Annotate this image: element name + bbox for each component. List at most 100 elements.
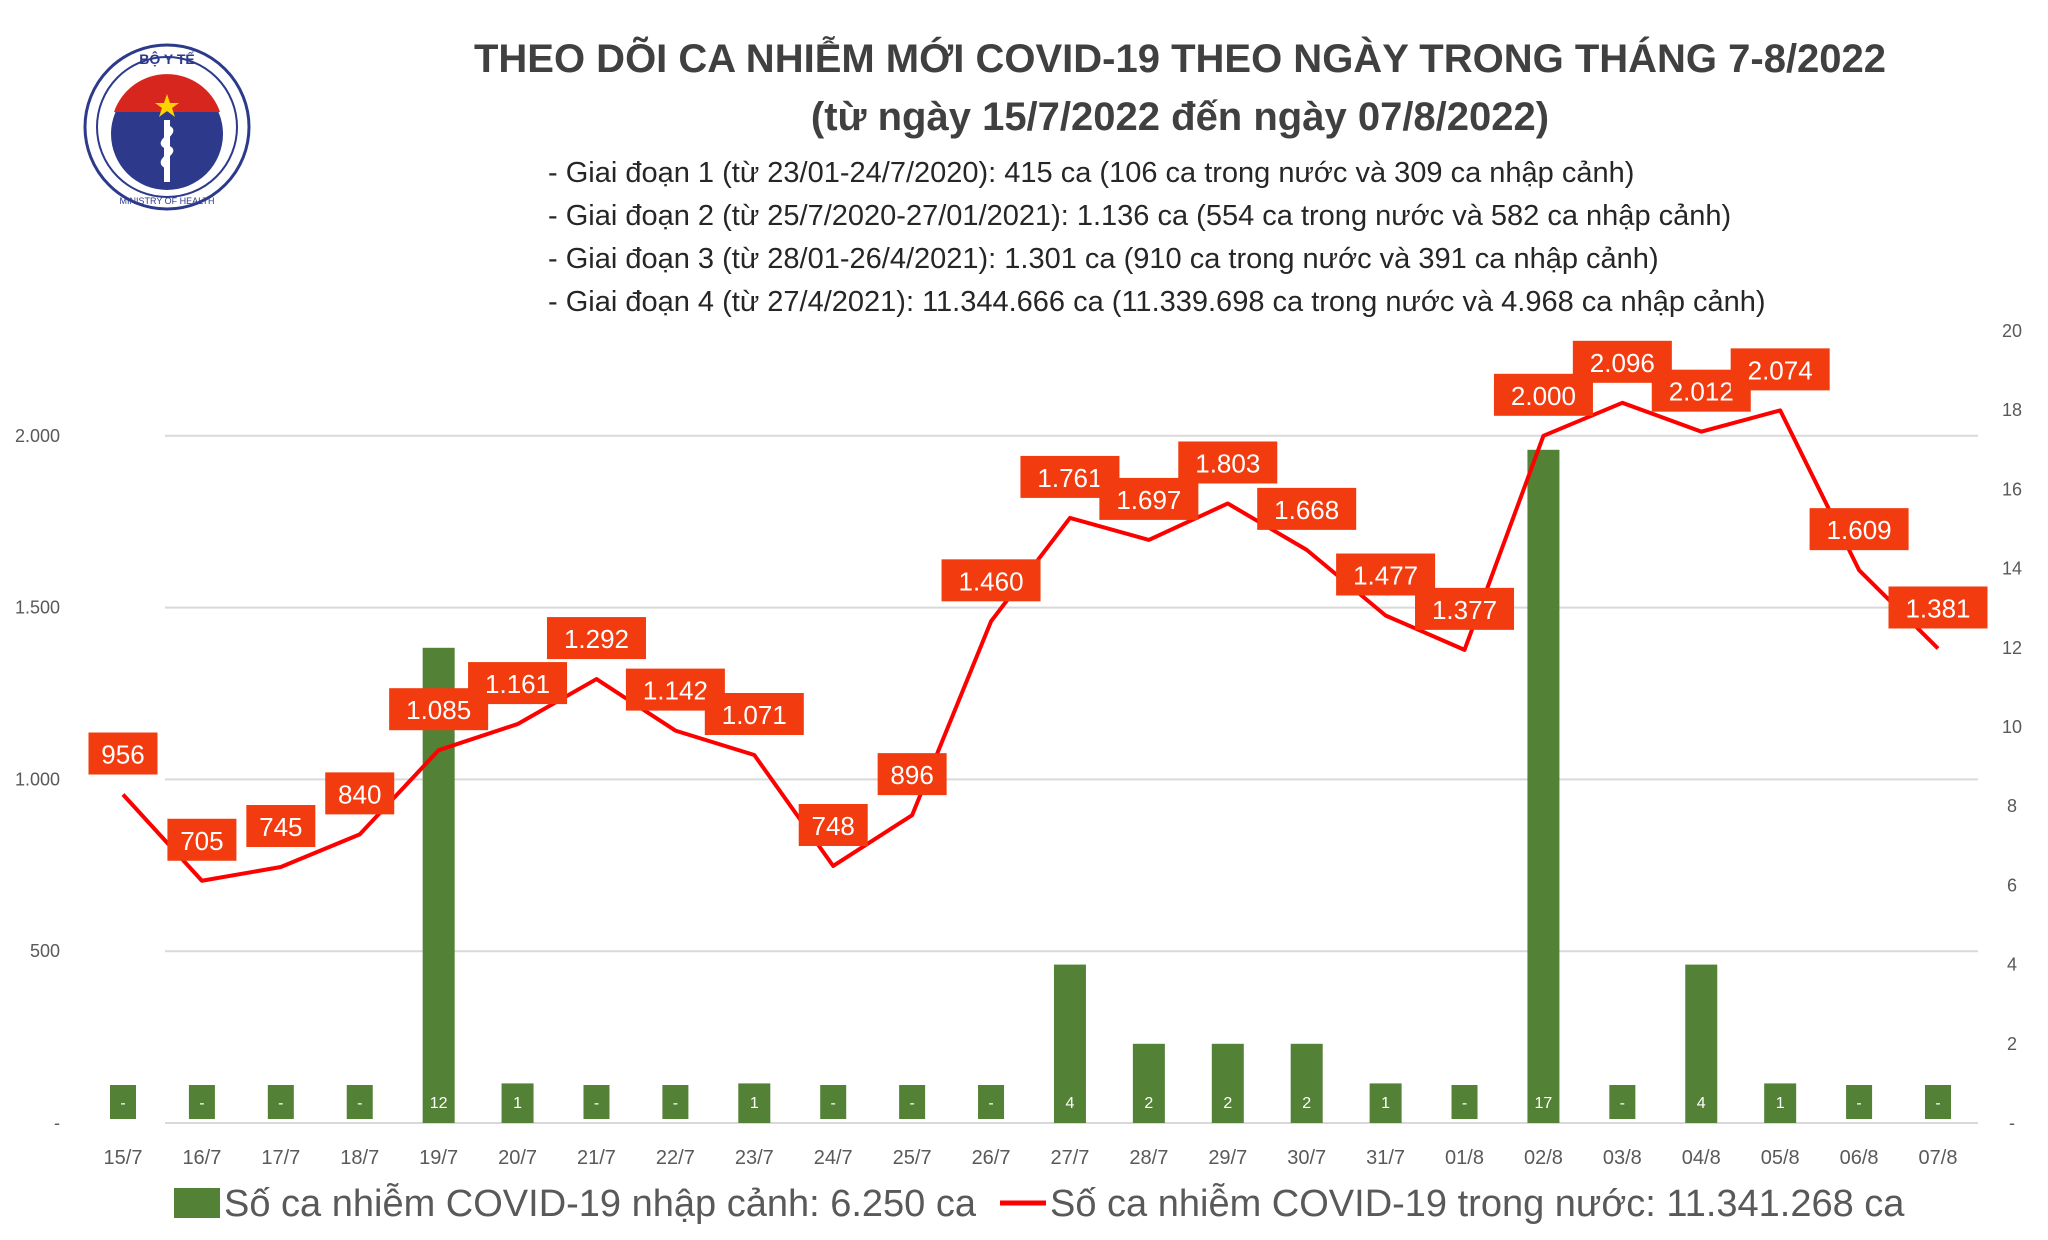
ministry-of-health-logo: BỘ Y TẾ MINISTRY OF HEALTH: [82, 42, 252, 217]
x-tick-label: 25/7: [893, 1147, 932, 1169]
bar-data-label: -: [909, 1095, 914, 1112]
x-tick-label: 03/8: [1603, 1147, 1642, 1169]
phase-notes: - Giai đoạn 1 (từ 23/01-24/7/2020): 415 …: [548, 152, 1766, 324]
y-right-tick-label: -: [2009, 1113, 2015, 1133]
x-tick-label: 05/8: [1761, 1147, 1800, 1169]
x-tick-label: 24/7: [814, 1147, 853, 1169]
bar-label-box: [1767, 1085, 1794, 1119]
bar-data-label: 17: [1535, 1095, 1553, 1112]
x-tick-label: 27/7: [1050, 1147, 1089, 1169]
bar-label-box: [1056, 1085, 1083, 1119]
bar-label-box: [583, 1085, 610, 1119]
logo-top-text: BỘ Y TẾ: [139, 50, 195, 67]
line-data-label: 1.803: [1195, 448, 1260, 478]
line-data-label: 1.161: [485, 669, 550, 699]
x-tick-label: 28/7: [1129, 1147, 1168, 1169]
x-tick-label: 01/8: [1445, 1147, 1484, 1169]
line-data-label: 840: [338, 779, 381, 809]
bar-data-label: -: [199, 1095, 204, 1112]
bar-data-label: -: [594, 1095, 599, 1112]
bar-label-box: [1846, 1085, 1873, 1119]
bar-data-label: 2: [1302, 1095, 1311, 1112]
legend: Số ca nhiễm COVID-19 nhập cảnh: 6.250 ca…: [174, 1182, 1905, 1225]
y-left-tick-label: 1.500: [15, 598, 60, 618]
bar-data-label: 4: [1697, 1095, 1706, 1112]
y-right-tick-label: 4: [2007, 955, 2017, 975]
bar-label-box: [1451, 1085, 1478, 1119]
line-data-label-box: [88, 732, 158, 775]
line-data-label-box: [1730, 348, 1830, 391]
line-data-label-box: [877, 753, 947, 796]
x-tick-label: 26/7: [972, 1147, 1011, 1169]
legend-bar-swatch: [174, 1188, 220, 1218]
x-tick-label: 31/7: [1366, 1147, 1405, 1169]
line-data-label-box: [167, 818, 237, 861]
x-tick-label: 04/8: [1682, 1147, 1721, 1169]
bar-data-label: -: [1620, 1095, 1625, 1112]
bar-label-box: [425, 1085, 452, 1119]
line-data-label-box: [1809, 508, 1909, 551]
line-data-label-box: [1415, 587, 1515, 630]
y-left-tick-label: 500: [30, 941, 60, 961]
line-data-label: 1.142: [643, 676, 708, 706]
bar-label-box: [1372, 1085, 1399, 1119]
line-data-label: 745: [259, 812, 302, 842]
bar-data-label: 2: [1144, 1095, 1153, 1112]
line-data-label-box: [325, 772, 395, 815]
line-data-label: 1.460: [959, 566, 1024, 596]
y-right-tick-label: 10: [2002, 717, 2022, 737]
y-right-tick-label: 8: [2007, 796, 2017, 816]
x-tick-label: 07/8: [1919, 1147, 1958, 1169]
bar-label-box: [110, 1085, 136, 1119]
bar-label-box: [1609, 1085, 1636, 1119]
bar-data-label: -: [831, 1095, 836, 1112]
x-tick-label: 23/7: [735, 1147, 774, 1169]
line-data-label: 2.012: [1669, 377, 1734, 407]
line-data-label: 2.074: [1748, 355, 1813, 385]
line-data-label-box: [1099, 477, 1199, 520]
y-right-tick-label: 20: [2002, 321, 2022, 341]
bar-label-box: [346, 1085, 373, 1119]
line-data-label-box: [1178, 441, 1278, 484]
line-data-label: 1.377: [1432, 595, 1497, 625]
bar-data-label: 2: [1223, 1095, 1232, 1112]
bar-label-box: [504, 1085, 531, 1119]
bar-data-label: 1: [1381, 1095, 1390, 1112]
line-data-label-box: [941, 559, 1041, 602]
line-data-label-box: [468, 662, 568, 705]
x-tick-label: 22/7: [656, 1147, 695, 1169]
line-data-label: 2.000: [1511, 381, 1576, 411]
line-data-label: 1.477: [1353, 561, 1418, 591]
line-data-label: 705: [180, 826, 223, 856]
bar-data-label: -: [278, 1095, 283, 1112]
y-right-tick-label: 2: [2007, 1034, 2017, 1054]
line-data-label: 1.381: [1905, 593, 1970, 623]
line-data-label: 1.071: [722, 700, 787, 730]
bar-data-label: 1: [513, 1095, 522, 1112]
x-tick-label: 30/7: [1287, 1147, 1326, 1169]
bar-label-box: [267, 1085, 294, 1119]
logo-bottom-text: MINISTRY OF HEALTH: [119, 196, 214, 206]
line-data-label: 1.085: [406, 695, 471, 725]
x-tick-label: 18/7: [340, 1147, 379, 1169]
line-data-label: 1.292: [564, 624, 629, 654]
y-left-tick-label: 1.000: [15, 769, 60, 789]
bar-label-box: [820, 1085, 847, 1119]
line-data-label-box: [1888, 586, 1988, 629]
bar-label-box: [978, 1085, 1005, 1119]
bar-data-label: 4: [1066, 1095, 1075, 1112]
legend-line-label: Số ca nhiễm COVID-19 trong nước: 11.341.…: [1050, 1182, 1905, 1225]
title-line-2: (từ ngày 15/7/2022 đến ngày 07/8/2022): [810, 95, 1550, 139]
bar-data-label: 1: [1776, 1095, 1785, 1112]
bar-data-label: 1: [750, 1095, 759, 1112]
y-right-tick-label: 18: [2002, 400, 2022, 420]
note-phase-4: - Giai đoạn 4 (từ 27/4/2021): 11.344.666…: [548, 286, 1766, 318]
y-right-tick-label: 12: [2002, 638, 2022, 658]
note-phase-3: - Giai đoạn 3 (từ 28/01-26/4/2021): 1.30…: [548, 243, 1659, 275]
line-data-label: 2.096: [1590, 348, 1655, 378]
x-tick-label: 16/7: [182, 1147, 221, 1169]
bar-label-box: [1214, 1085, 1241, 1119]
chart-title: THEO DÕI CA NHIỄM MỚI COVID-19 THEO NGÀY…: [330, 30, 2030, 146]
legend-bar-label: Số ca nhiễm COVID-19 nhập cảnh: 6.250 ca: [224, 1182, 977, 1225]
